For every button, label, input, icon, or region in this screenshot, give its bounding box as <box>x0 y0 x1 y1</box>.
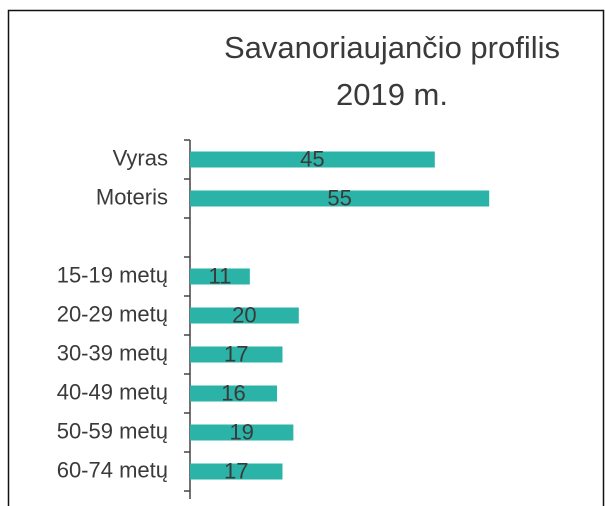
y-tick-label: Moteris <box>96 184 168 209</box>
y-tick-label: 60-74 metų <box>57 457 168 482</box>
frame <box>7 9 605 506</box>
bar <box>190 463 283 480</box>
data-label: 16 <box>221 380 245 405</box>
data-label: 55 <box>327 185 351 210</box>
y-tick-label: 20-29 metų <box>57 301 168 326</box>
bar <box>190 190 490 207</box>
chart-title: Savanoriaujančio profilis <box>224 30 560 65</box>
y-tick-label: 30-39 metų <box>57 340 168 365</box>
data-label: 17 <box>224 458 248 483</box>
data-label: 20 <box>232 302 256 327</box>
bar <box>190 424 294 441</box>
bar <box>190 385 278 402</box>
y-tick-label: 50-59 metų <box>57 418 168 443</box>
bar <box>190 151 435 168</box>
data-label: 17 <box>224 341 248 366</box>
bar <box>190 307 299 324</box>
data-label: 45 <box>300 146 324 171</box>
bar <box>190 346 283 363</box>
chart-title: 2019 m. <box>336 77 448 112</box>
y-tick-label: 40-49 metų <box>57 379 168 404</box>
y-tick-label: 15-19 metų <box>57 262 168 287</box>
bar <box>190 268 250 285</box>
data-label: 11 <box>208 263 231 288</box>
data-label: 19 <box>229 419 253 444</box>
y-tick-label: Vyras <box>113 145 168 170</box>
